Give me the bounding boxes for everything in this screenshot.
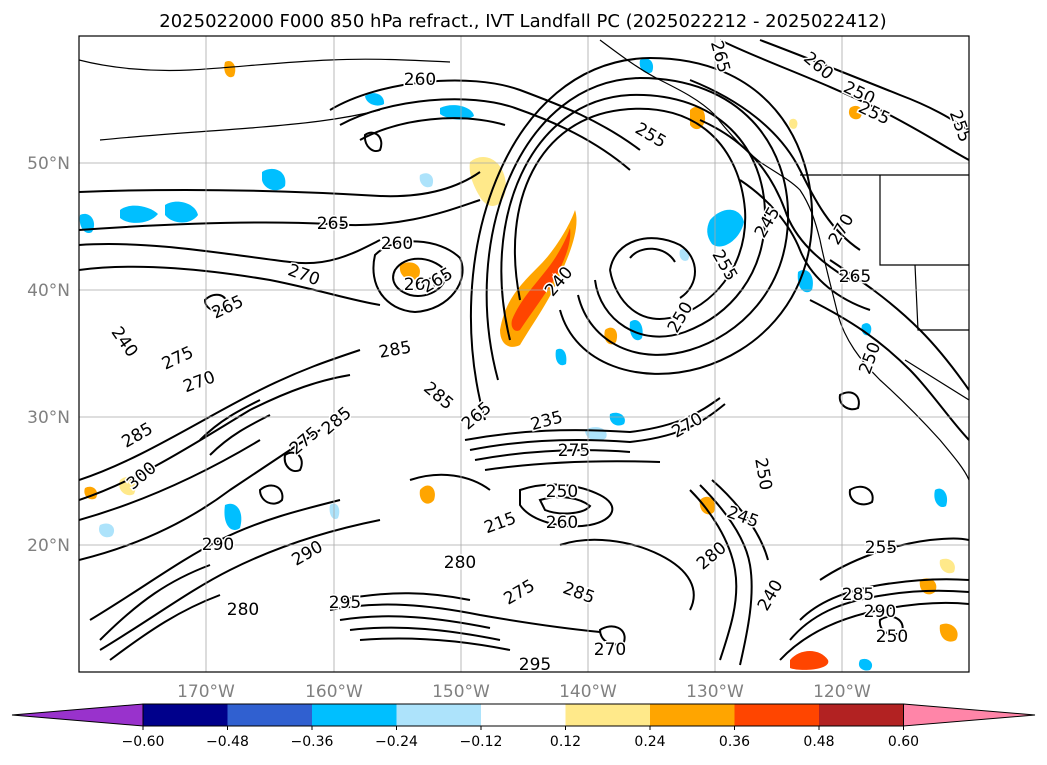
colorbar-tick-label: −0.24 xyxy=(375,734,418,750)
colorbar-tick-label: 0.12 xyxy=(550,734,581,750)
contour-label: 285 xyxy=(842,585,874,605)
latitude-labels: 20°N 30°N 40°N 50°N xyxy=(27,154,70,556)
weak-negative-anomaly xyxy=(419,173,434,188)
lat-label: 50°N xyxy=(27,154,70,174)
contour-label: 260 xyxy=(404,70,436,90)
colorbar-segment xyxy=(565,704,651,726)
contour-label: 260 xyxy=(546,513,578,533)
colorbar-tick-label: −0.36 xyxy=(291,734,334,750)
colorbar-segment xyxy=(396,704,482,726)
map-background xyxy=(79,36,969,672)
colorbar-segment xyxy=(734,704,820,726)
positive-anomaly xyxy=(419,485,435,504)
negative-anomaly xyxy=(629,319,643,341)
strong-positive-anomaly xyxy=(511,228,571,331)
positive-anomaly xyxy=(848,105,863,120)
map-frame xyxy=(78,35,970,673)
colorbar-segment xyxy=(312,704,397,726)
contour-label: 280 xyxy=(444,553,476,573)
contour-label: 265 xyxy=(317,214,349,234)
contour-label: 295 xyxy=(519,655,551,675)
contour-label: 250 xyxy=(750,456,775,491)
lon-label: 170°W xyxy=(177,682,235,702)
positive-anomaly xyxy=(224,60,236,78)
negative-anomaly xyxy=(120,205,158,223)
colorbar-extend-min xyxy=(11,703,144,727)
contour-label: 260 xyxy=(381,234,413,254)
positive-anomaly xyxy=(699,496,715,515)
map-panel: 260 265 255 260 250 255 255 265 260 270 … xyxy=(78,35,970,675)
positive-anomaly xyxy=(939,623,958,642)
contour-label: 255 xyxy=(865,538,897,558)
colorbar: −0.60 −0.48 −0.36 −0.24 −0.12 0.12 0.24 0.36 0.4… xyxy=(11,703,1036,750)
graticule xyxy=(79,36,969,672)
negative-anomaly xyxy=(262,168,286,191)
negative-anomaly xyxy=(555,348,567,366)
colorbar-segment xyxy=(481,704,566,726)
colorbar-outline xyxy=(142,703,904,727)
positive-anomaly xyxy=(690,106,706,130)
colorbar-tick-label: −0.12 xyxy=(460,734,503,750)
figure-title: 2025022000 F000 850 hPa refract., IVT La… xyxy=(159,11,886,32)
contour-label: 290 xyxy=(202,535,234,555)
colorbar-tick-label: −0.60 xyxy=(122,734,165,750)
contour-label: 275 xyxy=(558,441,590,461)
negative-anomaly xyxy=(165,201,198,223)
negative-anomaly xyxy=(224,503,242,530)
negative-anomaly xyxy=(934,488,948,508)
negative-anomaly xyxy=(707,209,744,247)
weak-negative-anomaly xyxy=(329,503,340,520)
colorbar-tick-label: −0.48 xyxy=(206,734,249,750)
colorbar-tick-label: 0.24 xyxy=(634,734,665,750)
negative-anomaly xyxy=(858,658,873,671)
colorbar-extend-max xyxy=(903,703,1036,727)
coastlines xyxy=(79,39,969,481)
negative-anomaly xyxy=(440,105,474,120)
lat-label: 20°N xyxy=(27,536,70,556)
contour-label: 265 xyxy=(839,267,871,287)
weak-positive-anomaly xyxy=(939,558,955,574)
lat-label: 30°N xyxy=(27,408,70,428)
positive-anomaly xyxy=(399,262,420,280)
negative-anomaly xyxy=(365,93,385,106)
contour-label: 260 xyxy=(404,275,436,295)
contour-label: 295 xyxy=(329,593,361,613)
negative-anomaly xyxy=(609,412,625,426)
lon-label: 150°W xyxy=(432,682,490,702)
contour-label: 280 xyxy=(227,600,259,620)
lon-label: 140°W xyxy=(559,682,617,702)
lat-label: 40°N xyxy=(27,281,70,301)
colorbar-tick-label: 0.36 xyxy=(719,734,750,750)
colorbar-segment xyxy=(650,704,735,726)
weak-negative-anomaly xyxy=(99,523,115,538)
lon-label: 130°W xyxy=(686,682,744,702)
colorbar-segment xyxy=(819,704,904,726)
lon-label: 120°W xyxy=(813,682,871,702)
refractivity-contours xyxy=(79,39,969,666)
contour-label: 290 xyxy=(864,602,896,622)
colorbar-segment xyxy=(227,704,313,726)
contour-label: 250 xyxy=(876,627,908,647)
lon-label: 160°W xyxy=(305,682,363,702)
weak-positive-anomaly xyxy=(789,118,798,129)
weak-positive-anomaly xyxy=(469,157,506,207)
contour-label: 250 xyxy=(546,482,578,502)
colorbar-tick-label: 0.48 xyxy=(803,734,834,750)
strong-positive-anomaly xyxy=(790,651,829,670)
colorbar-segment xyxy=(143,704,228,726)
contour-label: 270 xyxy=(594,640,626,660)
longitude-labels: 170°W 160°W 150°W 140°W 130°W 120°W xyxy=(177,682,871,702)
colorbar-tick-label: 0.60 xyxy=(888,734,919,750)
